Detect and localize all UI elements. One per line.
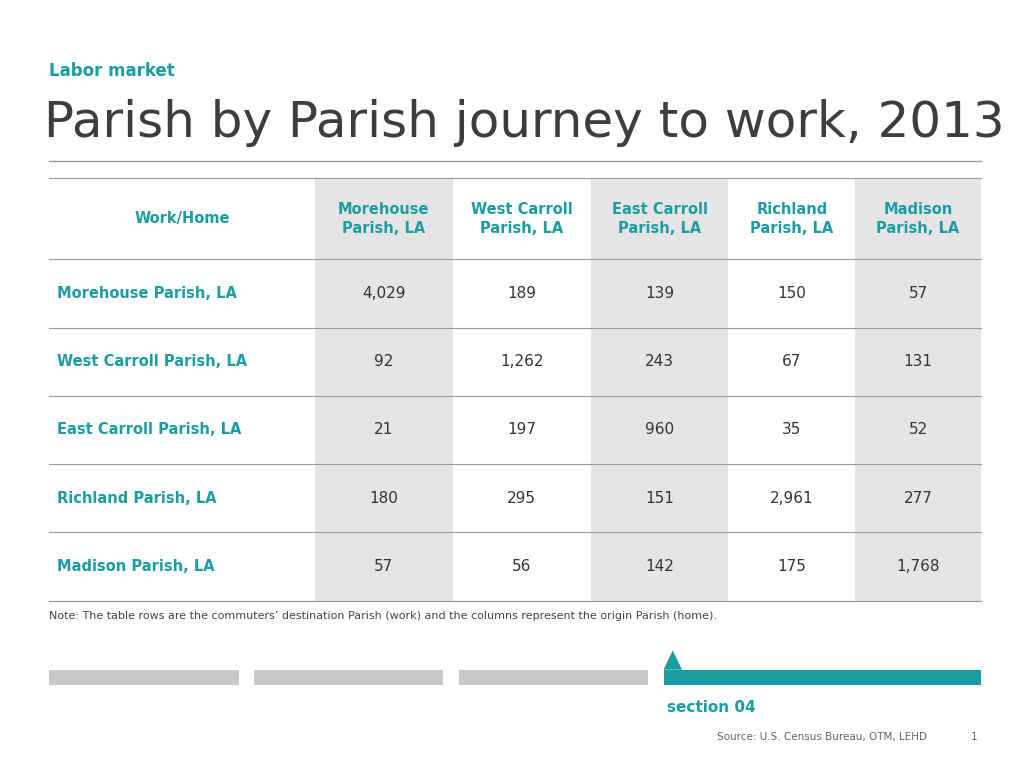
Text: 243: 243 [645, 354, 674, 369]
Text: 21: 21 [374, 422, 393, 438]
Text: 92: 92 [374, 354, 393, 369]
Text: Parish by Parish journey to work, 2013: Parish by Parish journey to work, 2013 [44, 99, 1005, 147]
Text: 1,768: 1,768 [896, 559, 940, 574]
Text: section 04: section 04 [667, 700, 756, 716]
Text: 1: 1 [972, 732, 978, 743]
Text: 277: 277 [903, 491, 933, 505]
Text: 151: 151 [645, 491, 674, 505]
Text: 189: 189 [507, 286, 537, 301]
Text: East Carroll Parish, LA: East Carroll Parish, LA [56, 422, 241, 438]
Text: 197: 197 [507, 422, 537, 438]
Text: Morehouse
Parish, LA: Morehouse Parish, LA [338, 202, 429, 236]
Text: West Carroll Parish, LA: West Carroll Parish, LA [56, 354, 247, 369]
Text: Source: U.S. Census Bureau, OTM, LEHD: Source: U.S. Census Bureau, OTM, LEHD [717, 732, 927, 743]
Text: Labor market: Labor market [49, 61, 175, 80]
Text: 67: 67 [782, 354, 802, 369]
Text: 139: 139 [645, 286, 674, 301]
Text: Richland Parish, LA: Richland Parish, LA [56, 491, 216, 505]
Text: 150: 150 [777, 286, 806, 301]
Text: Richland
Parish, LA: Richland Parish, LA [751, 202, 834, 236]
Text: Morehouse Parish, LA: Morehouse Parish, LA [56, 286, 237, 301]
Text: 960: 960 [645, 422, 674, 438]
Text: Madison Parish, LA: Madison Parish, LA [56, 559, 214, 574]
Text: 35: 35 [782, 422, 802, 438]
Text: 180: 180 [370, 491, 398, 505]
Text: 142: 142 [645, 559, 674, 574]
Text: 56: 56 [512, 559, 531, 574]
Text: East Carroll
Parish, LA: East Carroll Parish, LA [611, 202, 708, 236]
Text: Work/Home: Work/Home [134, 211, 229, 227]
Text: 295: 295 [507, 491, 537, 505]
Text: 2,961: 2,961 [770, 491, 814, 505]
Text: West Carroll
Parish, LA: West Carroll Parish, LA [471, 202, 572, 236]
Text: 57: 57 [908, 286, 928, 301]
Text: 1,262: 1,262 [500, 354, 544, 369]
Text: Madison
Parish, LA: Madison Parish, LA [877, 202, 959, 236]
Text: 175: 175 [777, 559, 806, 574]
Text: Note: The table rows are the commuters’ destination Parish (work) and the column: Note: The table rows are the commuters’ … [49, 611, 717, 621]
Text: 57: 57 [374, 559, 393, 574]
Text: 52: 52 [908, 422, 928, 438]
Text: 131: 131 [903, 354, 933, 369]
Text: 4,029: 4,029 [361, 286, 406, 301]
